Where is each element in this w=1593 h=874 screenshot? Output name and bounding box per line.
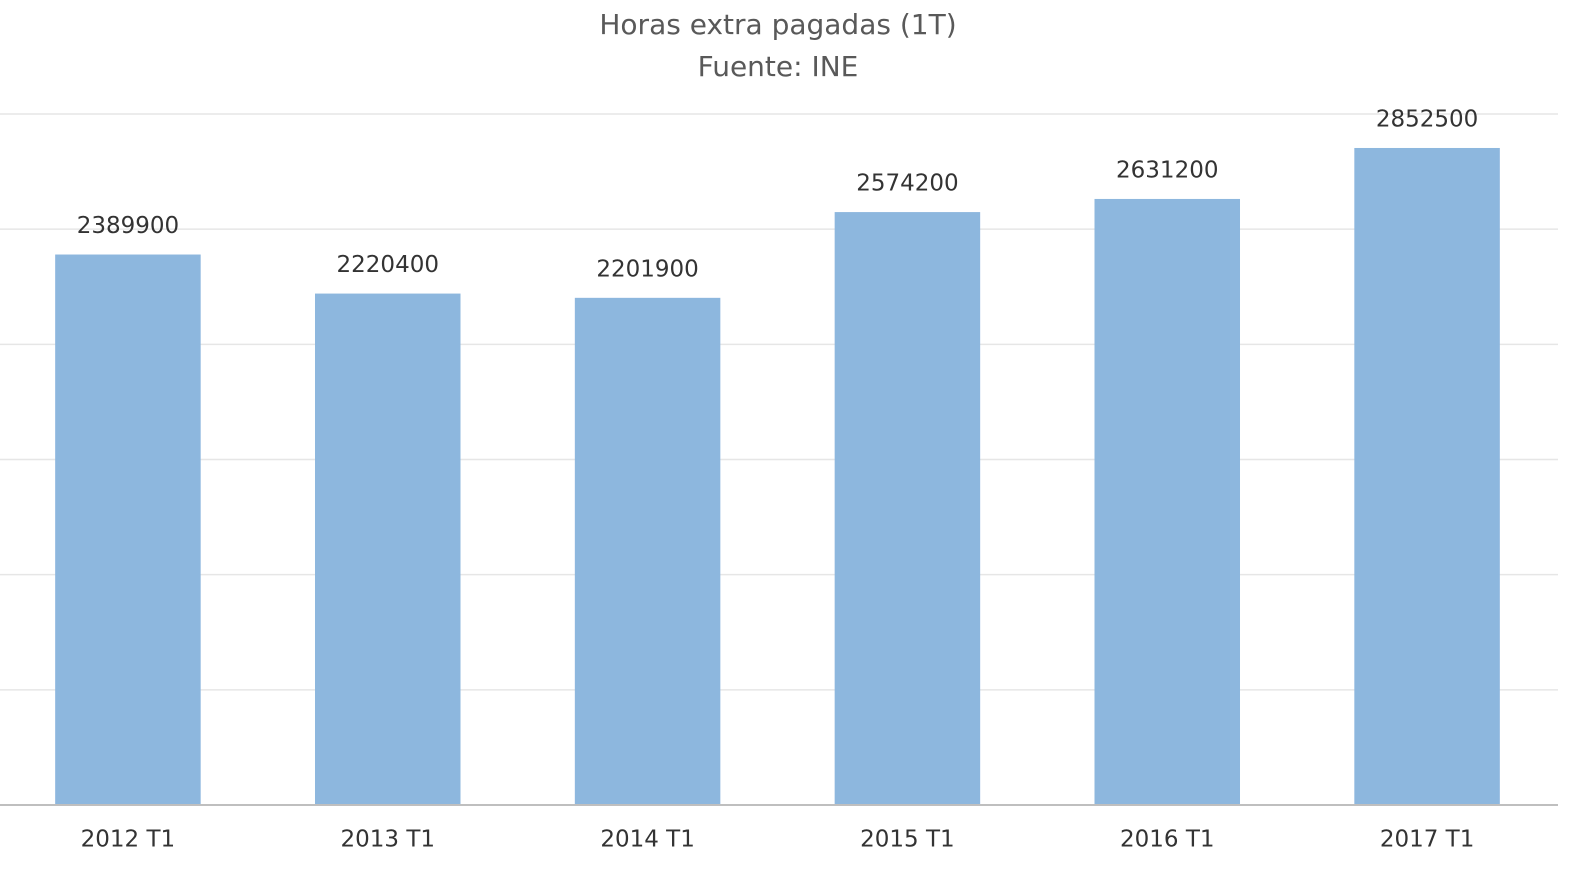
data-label: 2631200: [1116, 157, 1218, 183]
bar: [1094, 198, 1241, 806]
bar: [55, 254, 201, 805]
x-tick-label: 2013 T1: [340, 827, 435, 853]
data-label: 2574200: [856, 171, 958, 197]
x-tick-label: 2012 T1: [81, 827, 176, 853]
x-tick-label: 2016 T1: [1120, 827, 1215, 853]
data-label: 2852500: [1376, 106, 1478, 132]
bar: [574, 297, 721, 805]
data-label: 2201900: [596, 256, 698, 282]
x-tick-label: 2015 T1: [860, 827, 955, 853]
bar: [834, 212, 981, 805]
bar: [1354, 147, 1500, 805]
data-label: 2389900: [77, 213, 179, 239]
data-label: 2220400: [337, 252, 439, 278]
chart-subtitle: Fuente: INE: [698, 50, 859, 83]
x-tick-label: 2017 T1: [1380, 827, 1475, 853]
bar: [314, 293, 461, 805]
chart-title: Horas extra pagadas (1T): [599, 8, 956, 41]
x-tick-label: 2014 T1: [600, 827, 695, 853]
